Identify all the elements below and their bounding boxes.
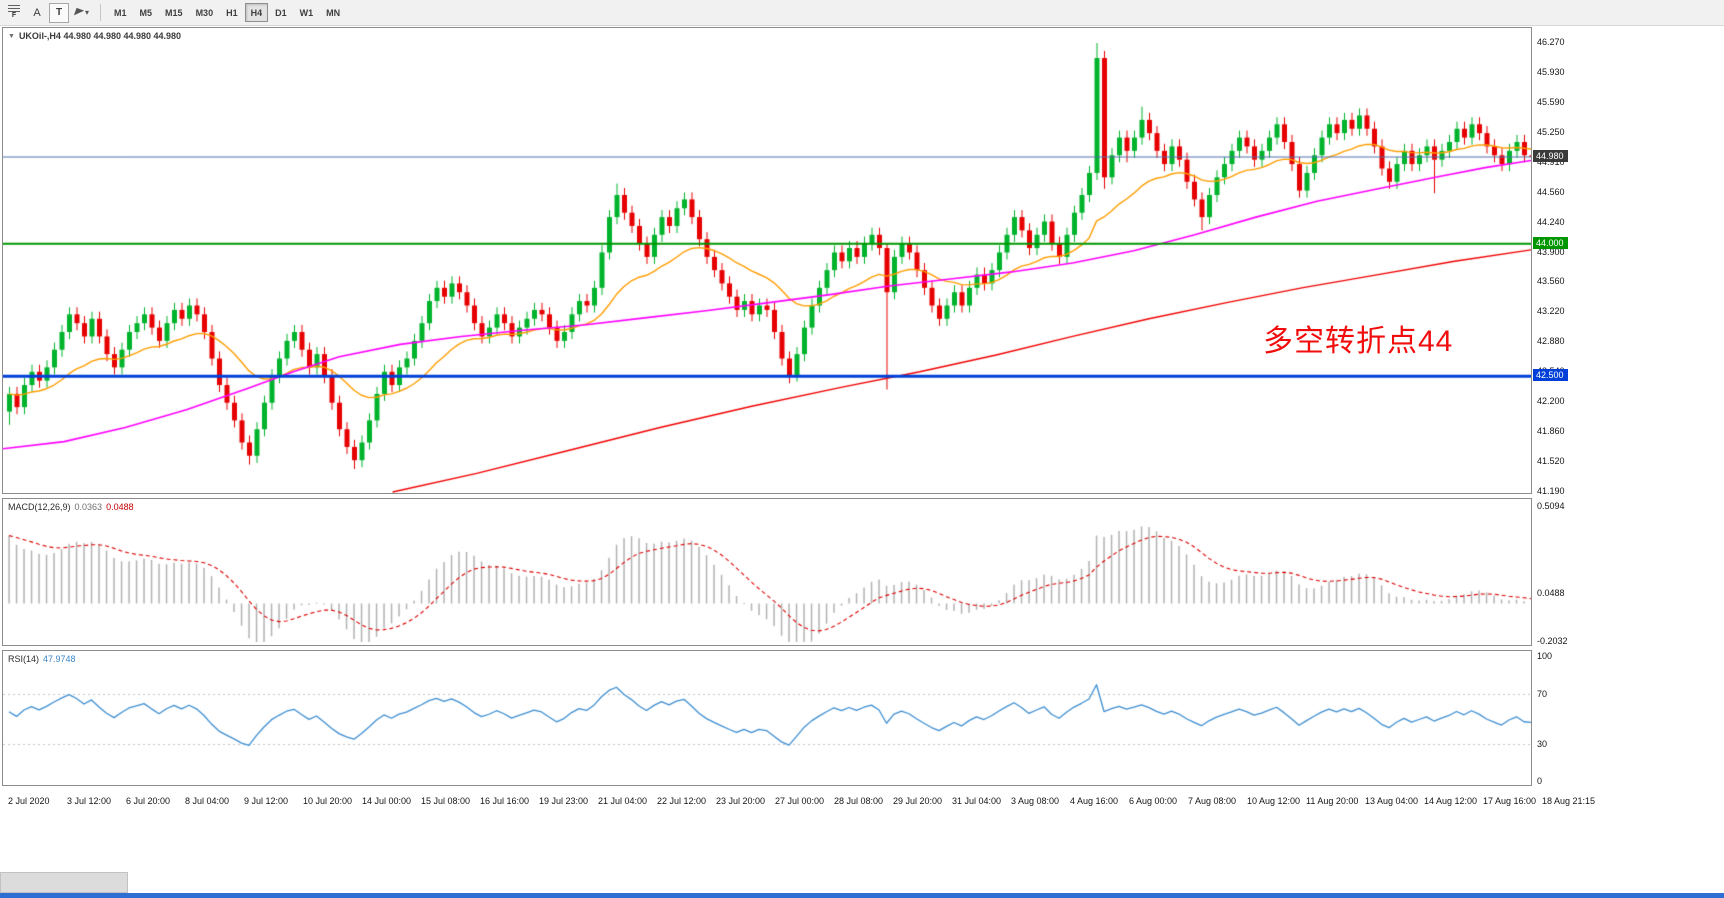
- price-axis-label: 44.240: [1537, 216, 1565, 227]
- price-axis-label: 41.860: [1537, 426, 1565, 437]
- time-axis-label: 7 Aug 08:00: [1188, 796, 1237, 806]
- timeframe-button-m1[interactable]: M1: [108, 3, 133, 22]
- price-chart-canvas[interactable]: [3, 28, 1531, 493]
- time-axis-label: 21 Jul 04:00: [598, 796, 648, 806]
- time-axis-label: 13 Aug 04:00: [1365, 796, 1419, 806]
- time-axis: 2 Jul 2020 3 Jul 12:00 6 Jul 20:00 8 Jul 04…: [2, 790, 1724, 812]
- price-axis-label: 45.590: [1537, 96, 1565, 107]
- macd-canvas[interactable]: [3, 499, 1531, 645]
- time-axis-label: 31 Jul 04:00: [952, 796, 1002, 806]
- macd-label: MACD(12,26,9) 0.0363 0.0488: [8, 502, 134, 512]
- bottom-edge-strip: [0, 893, 1724, 898]
- text-tool-button[interactable]: A: [27, 3, 47, 23]
- macd-axis-label: 0.5094: [1537, 501, 1565, 511]
- collapse-arrow-icon: ▼: [8, 32, 15, 40]
- bottom-left-panel: [0, 872, 128, 893]
- rsi-axis-label: 0: [1537, 776, 1543, 786]
- time-axis-label: 4 Aug 16:00: [1070, 796, 1119, 806]
- time-axis-label: 3 Aug 08:00: [1011, 796, 1060, 806]
- price-axis: 46.27045.93045.59045.25044.91044.56044.2…: [1532, 27, 1580, 789]
- rsi-canvas[interactable]: [3, 651, 1531, 785]
- macd-panel: MACD(12,26,9) 0.0363 0.0488: [2, 498, 1532, 646]
- price-axis-label: 45.250: [1537, 126, 1565, 137]
- price-axis-label: 46.270: [1537, 37, 1565, 47]
- timeframe-buttons: M1 M5 M15 M30 H1 H4 D1 W1 MN: [108, 3, 346, 22]
- symbols-list-button[interactable]: F: [3, 1, 25, 25]
- list-icon: [8, 5, 20, 12]
- macd-axis-label: 0.0488: [1537, 588, 1565, 599]
- time-axis-label: 17 Aug 16:00: [1483, 796, 1537, 806]
- toolbar: F A T ▾ M1 M5 M15 M30 H1 H4 D1 W1 MN: [0, 0, 1724, 26]
- price-axis-label: 41.190: [1537, 486, 1565, 496]
- time-axis-label: 28 Jul 08:00: [834, 796, 884, 806]
- time-axis-label: 8 Jul 04:00: [185, 796, 230, 806]
- timeframe-button-h1[interactable]: H1: [220, 3, 244, 22]
- time-axis-label: 6 Aug 00:00: [1129, 796, 1178, 806]
- timeframe-button-d1[interactable]: D1: [269, 3, 293, 22]
- price-badge: 42.500: [1533, 369, 1568, 382]
- macd-signal-value: 0.0488: [106, 502, 134, 512]
- rsi-name: RSI(14): [8, 654, 40, 664]
- timeframe-button-w1[interactable]: W1: [294, 3, 320, 22]
- rsi-axis-label: 70: [1537, 688, 1548, 699]
- timeframe-button-m30[interactable]: M30: [190, 3, 220, 22]
- toolbar-separator: [100, 4, 102, 21]
- time-axis-label: 9 Jul 12:00: [244, 796, 289, 806]
- time-axis-label: 10 Aug 12:00: [1247, 796, 1301, 806]
- price-panel: ▼ UKOil-,H4 44.980 44.980 44.980 44.980 …: [2, 27, 1532, 494]
- label-tool-button[interactable]: T: [49, 2, 69, 23]
- chart-title[interactable]: ▼ UKOil-,H4 44.980 44.980 44.980 44.980: [8, 31, 181, 41]
- time-axis-label: 23 Jul 20:00: [716, 796, 766, 806]
- price-axis-label: 45.930: [1537, 66, 1565, 77]
- time-axis-label: 15 Jul 08:00: [421, 796, 471, 806]
- time-axis-label: 19 Jul 23:00: [539, 796, 589, 806]
- time-axis-label: 3 Jul 12:00: [67, 796, 112, 806]
- time-axis-label: 22 Jul 12:00: [657, 796, 707, 806]
- macd-axis-label: -0.2032: [1537, 636, 1568, 646]
- price-badge: 44.000: [1533, 236, 1568, 249]
- time-axis-label: 29 Jul 20:00: [893, 796, 943, 806]
- chart-window: ▼ UKOil-,H4 44.980 44.980 44.980 44.980 …: [0, 27, 1595, 813]
- timeframe-button-m15[interactable]: M15: [159, 3, 189, 22]
- timeframe-button-h4[interactable]: H4: [244, 3, 269, 22]
- chevron-down-icon: ▾: [85, 8, 90, 17]
- time-axis-label: 18 Aug 21:15: [1542, 796, 1596, 806]
- rsi-value: 47.9748: [43, 654, 76, 664]
- price-axis-label: 43.900: [1537, 246, 1565, 257]
- time-axis-label: 2 Jul 2020: [8, 796, 50, 806]
- time-axis-label: 10 Jul 20:00: [303, 796, 353, 806]
- chart-annotation[interactable]: 多空转折点44: [1263, 325, 1454, 358]
- cursor-icon: [73, 7, 85, 18]
- toolbar-letter-f: F: [11, 12, 17, 19]
- time-axis-label: 11 Aug 20:00: [1306, 796, 1359, 806]
- timeframe-button-m5[interactable]: M5: [134, 3, 159, 22]
- cursor-tool-button[interactable]: ▾: [71, 3, 93, 23]
- macd-name: MACD(12,26,9): [8, 502, 71, 512]
- rsi-axis-label: 30: [1537, 738, 1548, 749]
- macd-main-value: 0.0363: [74, 502, 103, 512]
- price-axis-label: 43.560: [1537, 276, 1565, 287]
- time-axis-label: 14 Jul 00:00: [362, 796, 412, 806]
- price-axis-label: 41.520: [1537, 456, 1565, 467]
- price-axis-label: 44.560: [1537, 186, 1565, 197]
- price-badge: 44.980: [1533, 150, 1568, 163]
- time-axis-label: 6 Jul 20:00: [126, 796, 171, 806]
- time-axis-label: 16 Jul 16:00: [480, 796, 530, 806]
- rsi-panel: RSI(14) 47.9748: [2, 650, 1532, 786]
- price-axis-label: 43.220: [1537, 306, 1565, 317]
- price-axis-label: 42.200: [1537, 396, 1565, 407]
- rsi-label: RSI(14) 47.9748: [8, 654, 76, 664]
- time-axis-label: 14 Aug 12:00: [1424, 796, 1478, 806]
- rsi-axis-label: 100: [1537, 651, 1553, 661]
- price-axis-label: 42.880: [1537, 336, 1565, 347]
- chart-title-text: UKOil-,H4 44.980 44.980 44.980 44.980: [18, 31, 182, 41]
- timeframe-button-mn[interactable]: MN: [320, 3, 346, 22]
- time-axis-label: 27 Jul 00:00: [775, 796, 825, 806]
